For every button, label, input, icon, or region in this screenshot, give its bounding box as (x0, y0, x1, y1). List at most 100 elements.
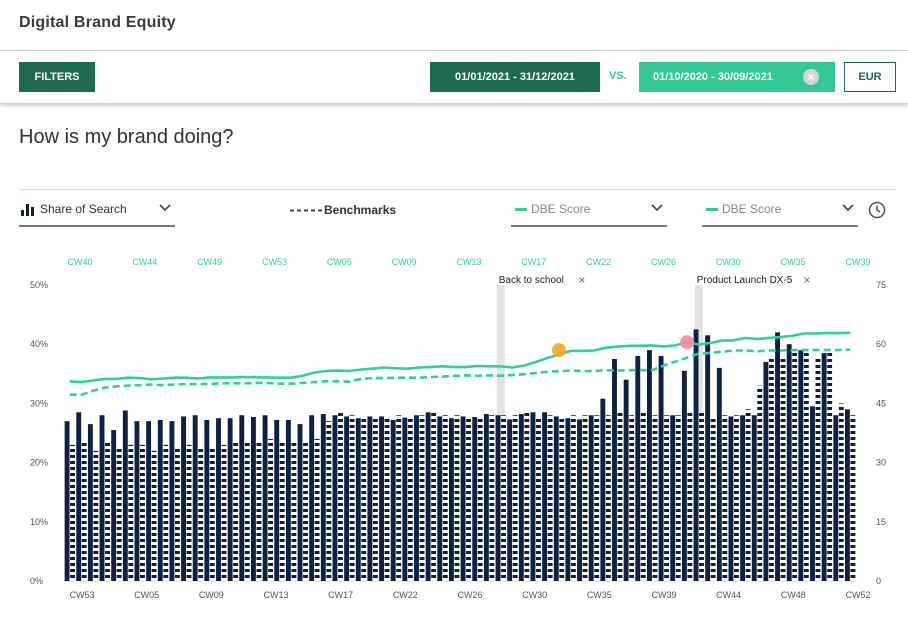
x-top-tick-label: CW53 (262, 257, 287, 267)
score-select-1[interactable]: DBE Score (511, 199, 667, 227)
bar-hatched (233, 441, 239, 581)
chevron-down-icon (159, 204, 171, 212)
chevron-down-icon (651, 204, 663, 212)
x-top-tick-label: CW40 (67, 257, 92, 267)
filters-button[interactable]: FILTERS (19, 62, 95, 92)
bar-hatched (93, 450, 99, 581)
x-bottom-tick-label: CW26 (457, 590, 482, 600)
line-icon (515, 208, 527, 211)
close-circle-icon[interactable]: × (803, 69, 819, 85)
metric-select-label: Share of Search (40, 202, 127, 216)
bar (716, 367, 722, 581)
clock-icon[interactable] (868, 201, 886, 219)
bar-hatched (675, 415, 681, 581)
bar (763, 361, 769, 581)
bar (612, 359, 617, 581)
currency-button[interactable]: EUR (844, 62, 896, 92)
annotation-label: Back to school (499, 275, 564, 286)
y-left-tick-label: 20% (30, 458, 48, 468)
bar-hatched (757, 385, 763, 581)
bar-hatched (163, 444, 169, 581)
dbe-score-line (69, 331, 851, 384)
x-top-tick-label: CW30 (716, 257, 741, 267)
bar-hatched (559, 418, 565, 581)
bar (344, 416, 350, 581)
x-bottom-tick-label: CW22 (393, 590, 418, 600)
annotation-band (496, 285, 505, 581)
bar-hatched (838, 403, 844, 581)
x-top-tick-label: CW49 (197, 257, 222, 267)
highlight-point (552, 343, 566, 358)
bar-hatched (827, 350, 833, 581)
bar (798, 350, 804, 581)
bar-hatched (349, 415, 355, 581)
bar (775, 332, 780, 581)
annotation-band (694, 285, 703, 581)
bar (740, 415, 746, 581)
bar (844, 409, 850, 581)
x-top-tick-label: CW17 (521, 257, 546, 267)
benchmark-dashed-line (69, 348, 851, 396)
bar-hatched (151, 450, 157, 581)
bar (262, 415, 268, 581)
bar-hatched (687, 412, 693, 581)
chevron-down-icon (842, 204, 854, 212)
bar (600, 398, 606, 581)
bar-hatched (501, 415, 506, 581)
x-top-tick-label: CW13 (456, 257, 481, 267)
date-range-picker[interactable]: 01/01/2021 - 31/12/2021 (430, 62, 600, 92)
bar (681, 370, 687, 581)
bar (472, 417, 478, 581)
y-left-tick-label: 50% (30, 280, 48, 290)
y-left-tick-label: 30% (30, 398, 48, 408)
x-top-tick-label: CW39 (845, 257, 870, 267)
bar (204, 419, 210, 581)
x-top-tick-label: CW05 (327, 257, 352, 267)
bar (425, 412, 431, 581)
x-top-tick-label: CW44 (132, 257, 157, 267)
filter-bar: FILTERS 01/01/2021 - 31/12/2021 VS. 01/1… (0, 51, 908, 104)
y-left-tick-label: 10% (30, 517, 48, 527)
bar (111, 430, 117, 581)
bar (810, 406, 815, 581)
x-bottom-tick-label: CW53 (69, 590, 94, 600)
bar (705, 335, 711, 581)
metric-select[interactable]: Share of Search (19, 199, 175, 227)
bar-hatched (454, 415, 460, 581)
bar (355, 418, 361, 581)
bar (87, 424, 93, 581)
x-bottom-tick-label: CW17 (328, 590, 353, 600)
y-right-tick-label: 45 (876, 398, 886, 408)
y-left-tick-label: 0% (30, 576, 43, 586)
x-bottom-tick-label: CW09 (199, 590, 224, 600)
bar (320, 414, 326, 581)
x-bottom-tick-label: CW52 (845, 590, 870, 600)
y-right-tick-label: 60 (876, 339, 886, 349)
top-bar: Digital Brand Equity (0, 0, 908, 51)
bar (646, 350, 652, 581)
x-top-tick-label: CW09 (392, 257, 417, 267)
x-bottom-tick-label: CW35 (587, 590, 612, 600)
highlight-point (680, 335, 695, 350)
bar-hatched (512, 415, 518, 581)
bar-hatched (582, 415, 588, 581)
score-select-1-label: DBE Score (531, 202, 591, 216)
bar-hatched (209, 447, 215, 581)
bar (693, 329, 699, 581)
bar (216, 418, 221, 581)
bar-hatched (303, 441, 308, 581)
bar (565, 418, 571, 581)
x-bottom-tick-label: CW48 (781, 590, 806, 600)
bar-hatched (326, 421, 332, 581)
compare-range-picker[interactable]: 01/10/2020 - 30/09/2021 × (639, 62, 835, 92)
bar-hatched (570, 415, 576, 581)
score-select-2[interactable]: DBE Score (702, 199, 858, 227)
annotation-label: Product Launch DX-5 (697, 275, 793, 286)
bar (437, 416, 443, 581)
bar (588, 415, 594, 581)
bar-hatched (244, 441, 250, 581)
benchmarks-legend[interactable]: Benchmarks (288, 199, 408, 225)
bar (309, 415, 315, 581)
bar-hatched (268, 438, 274, 581)
bar-hatched (186, 444, 192, 581)
